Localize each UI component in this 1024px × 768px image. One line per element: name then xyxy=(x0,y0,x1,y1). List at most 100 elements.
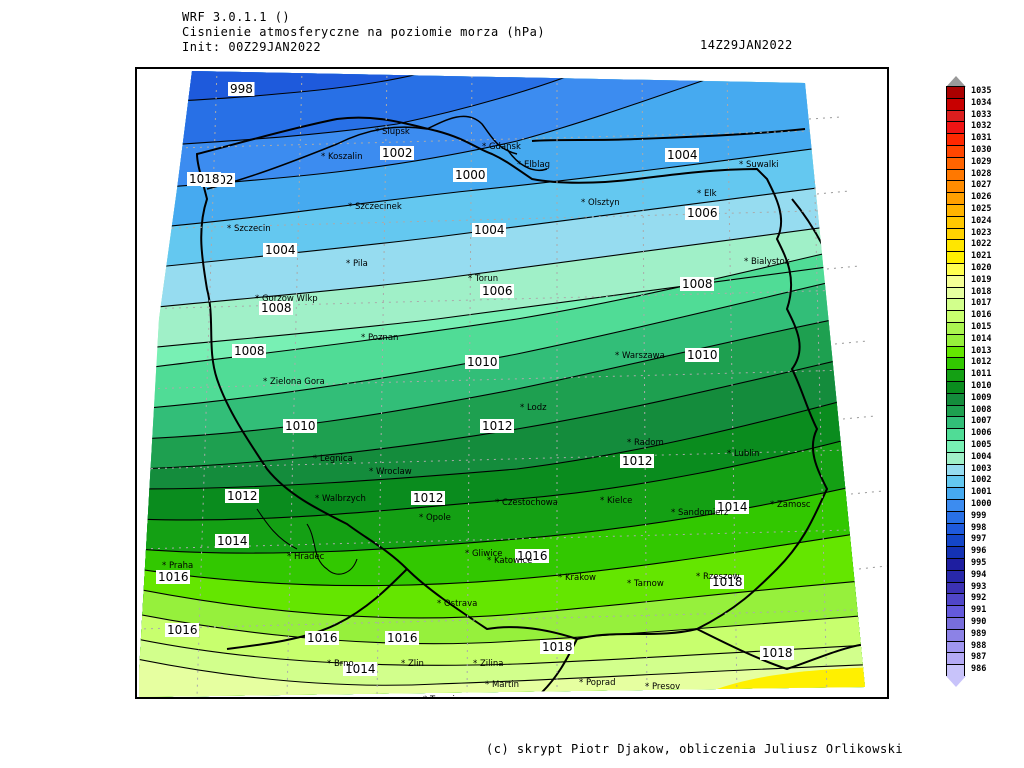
isobar-label: 1006 xyxy=(687,206,718,220)
city-label: * Opole xyxy=(419,513,451,523)
legend-swatch xyxy=(946,392,965,405)
isobar-label: 1014 xyxy=(717,500,748,514)
legend-label: 1013 xyxy=(971,345,992,356)
legend-swatch xyxy=(946,239,965,252)
city-label: * Gdansk xyxy=(482,142,521,152)
legend-swatch xyxy=(946,522,965,535)
legend-label: 1008 xyxy=(971,404,992,415)
isobar-label-bg xyxy=(480,284,514,298)
legend-swatch xyxy=(946,133,965,146)
legend-swatch xyxy=(946,664,965,677)
legend-level: 1017 xyxy=(946,298,1006,311)
city-label: * Radom xyxy=(627,438,664,448)
legend-swatch xyxy=(946,463,965,476)
isobar-label-bg xyxy=(540,640,574,654)
isobar-label: 1010 xyxy=(467,355,498,369)
city-label: * Zielona Gora xyxy=(263,377,325,387)
legend-bottom-arrow xyxy=(946,676,966,687)
legend-swatch xyxy=(946,534,965,547)
isobar-label: 1010 xyxy=(285,419,316,433)
legend-level: 1009 xyxy=(946,392,1006,405)
legend-level: 991 xyxy=(946,605,1006,618)
legend-swatch xyxy=(946,345,965,358)
legend-level: 1005 xyxy=(946,440,1006,452)
legend-level: 1010 xyxy=(946,381,1006,393)
legend-label: 1010 xyxy=(971,381,992,391)
pressure-legend: 1035 1034 1033 1032 1031 1030 1029 1028 1027 1026… xyxy=(946,76,991,696)
isobar-label-bg xyxy=(620,454,654,468)
isobar-label-bg xyxy=(343,662,377,676)
legend-label: 1029 xyxy=(971,156,992,167)
isobar-label: 1010 xyxy=(687,348,718,362)
legend-label: 1006 xyxy=(971,428,992,439)
legend-label: 995 xyxy=(971,558,987,568)
city-label: * Zilina xyxy=(473,659,503,669)
isobar-label-bg xyxy=(305,631,339,645)
legend-level: 1030 xyxy=(946,145,1006,157)
isobar-label-bg xyxy=(480,419,514,433)
legend-level: 1026 xyxy=(946,192,1006,205)
legend-label: 1001 xyxy=(971,487,992,498)
legend-label: 1024 xyxy=(971,215,992,226)
legend-label: 1009 xyxy=(971,392,992,403)
isobar-label-bg xyxy=(665,148,699,162)
legend-level: 986 xyxy=(946,664,1006,677)
legend-swatch xyxy=(946,227,965,240)
legend-level: 994 xyxy=(946,569,1006,582)
legend-label: 990 xyxy=(971,617,987,627)
legend-level: 1033 xyxy=(946,109,1006,122)
city-label: * Torun xyxy=(468,274,498,284)
legend-level: 993 xyxy=(946,581,1006,594)
legend-label: 999 xyxy=(971,510,987,521)
legend-swatch xyxy=(946,605,965,618)
legend-swatch xyxy=(946,652,965,665)
isobar-label: 1012 xyxy=(482,419,513,433)
legend-level: 1018 xyxy=(946,286,1006,299)
city-label: * Poznan xyxy=(361,333,398,343)
legend-level: 1032 xyxy=(946,121,1006,134)
legend-level: 1029 xyxy=(946,156,1006,169)
init-time: Init: 00Z29JAN2022 xyxy=(182,40,322,54)
legend-swatch xyxy=(946,404,965,417)
legend-swatch xyxy=(946,180,965,193)
legend-swatch xyxy=(946,168,965,181)
legend-label: 991 xyxy=(971,605,987,616)
isobar-label: 1000 xyxy=(455,168,486,182)
city-label: * Tarnow xyxy=(627,579,664,589)
legend-swatch xyxy=(946,204,965,216)
legend-level: 990 xyxy=(946,617,1006,629)
city-label: * Poprad xyxy=(579,678,615,688)
legend-label: 1021 xyxy=(971,251,992,262)
city-label: * Lublin xyxy=(727,449,759,459)
legend-swatch xyxy=(946,499,965,511)
isobar-label-bg xyxy=(156,570,190,584)
isobar-label-bg xyxy=(685,348,719,362)
legend-level: 1012 xyxy=(946,357,1006,370)
legend-swatch xyxy=(946,357,965,370)
isobar-label-bg xyxy=(710,575,744,589)
legend-swatch xyxy=(946,310,965,323)
legend-label: 1002 xyxy=(971,475,992,486)
legend-label: 994 xyxy=(971,569,987,580)
isobar-label-bg xyxy=(515,549,549,563)
legend-swatch xyxy=(946,192,965,205)
legend-label: 1017 xyxy=(971,298,992,309)
isobar-label-bg xyxy=(685,206,719,220)
legend-label: 1003 xyxy=(971,463,992,474)
legend-swatch xyxy=(946,475,965,488)
isobar-label-bg xyxy=(263,243,297,257)
isobar-label: 1014 xyxy=(345,662,376,676)
model-name: WRF 3.0.1.1 () xyxy=(182,10,291,24)
isobar-label: 1012 xyxy=(413,491,444,505)
legend-label: 1004 xyxy=(971,451,992,462)
isobar-label-bg xyxy=(187,172,221,186)
legend-label: 1030 xyxy=(971,145,992,155)
legend-label: 1022 xyxy=(971,239,992,250)
city-label: * Szczecinek xyxy=(348,202,402,212)
legend-swatch xyxy=(946,322,965,334)
isobar-label-bg xyxy=(453,168,487,182)
city-label: * Czestochowa xyxy=(495,498,558,508)
city-label: * Sandomierz xyxy=(671,508,729,518)
legend-level: 1002 xyxy=(946,475,1006,488)
valid-time: 14Z29JAN2022 xyxy=(700,38,793,52)
